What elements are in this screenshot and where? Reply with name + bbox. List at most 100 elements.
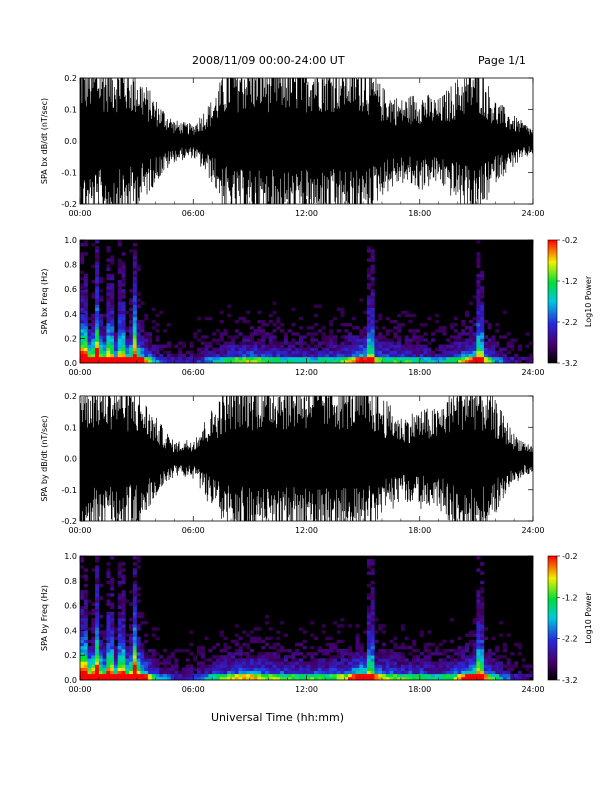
spectrogram-cell [264,359,270,364]
spectrogram-cell [136,655,141,659]
spectrogram-cell [140,347,145,352]
spectrogram-cell [276,344,281,348]
spectrogram-cell [223,661,228,665]
spectrogram-cell [400,310,405,315]
spectrogram-cell [397,335,402,339]
spectrogram-cell [83,283,88,287]
spectrogram-cell [227,313,232,318]
spectrogram-cell [257,329,262,333]
spectrogram-cell [98,289,103,293]
spectrogram-cell [80,347,85,352]
spectrogram-cell [155,347,160,352]
spectrogram-cell [280,356,285,361]
spectrogram-cell [106,658,111,662]
spectrogram-cell [121,295,126,299]
spectrogram-cell [329,673,334,678]
spectrogram-cell [476,642,481,647]
spectrogram-cell [83,298,88,302]
x-tick-label: 00:00 [68,368,91,377]
spectrogram-cell [363,661,368,665]
spectrogram-cell [234,335,239,339]
spectrogram-cell [136,556,141,560]
spectrogram-cell [132,359,137,364]
spectrogram-cell [125,353,130,358]
spectrogram-cell [506,667,511,671]
spectrogram-cell [332,341,337,345]
spectrogram-cell [178,356,183,361]
spectrogram-cell [181,356,187,361]
spectrogram-cell [136,332,141,336]
spectrogram-cell [397,356,402,361]
spectrogram-cell [208,359,213,364]
spectrogram-cell [434,667,439,671]
spectrogram-cell [129,350,134,355]
spectrogram-cell [370,599,375,603]
x-tick-label: 12:00 [295,685,318,694]
spectrogram-cell [336,329,341,333]
spectrogram-cell [280,323,285,327]
spectrogram-cell [227,673,232,678]
spectrogram-cell [366,593,371,597]
spectrogram-cell [476,276,481,281]
spectrogram-cell [348,649,353,653]
spectrogram-cell [495,670,500,675]
spectrogram-cell [510,676,515,681]
y-axis-title: SPA by dB/dt (nT/sec) [40,415,49,501]
spectrogram-cell [317,667,322,671]
spectrogram-cell [476,295,481,299]
spectrogram-cell [468,658,473,662]
spectrogram-cell [457,636,462,640]
spectrogram-cell [132,676,137,681]
spectrogram-cell [253,353,258,358]
spectrogram-cell [121,261,126,265]
page-indicator: Page 1/1 [478,54,526,67]
spectrogram-cell [366,347,371,352]
spectrogram-cell [132,593,137,597]
spectrogram-cell [374,353,379,358]
spectrogram-cell [83,319,88,324]
spectrogram-cell [170,655,175,659]
spectrogram-cell [415,341,421,345]
spectrogram-cell [197,359,202,364]
spectrogram-cell [155,356,160,361]
spectrogram-cell [480,664,485,668]
spectrogram-cell [106,630,111,634]
spectrogram-cell [261,347,266,352]
spectrogram-cell [234,319,239,324]
spectrogram-cell [234,356,239,361]
spectrogram-cell [310,676,315,681]
spectrogram-cell [453,356,458,361]
spectrogram-cell [91,326,96,330]
spectrogram-cell [106,627,111,631]
spectrogram-cell [283,664,288,668]
spectrogram-cell [110,636,115,640]
spectrogram-cell [412,673,417,678]
spectrogram-cell [317,350,322,355]
spectrogram-cell [283,649,288,653]
spectrogram-cell [117,664,122,668]
spectrogram-cell [125,667,130,671]
spectrogram-cell [110,356,115,361]
spectrogram-cell [366,249,371,253]
spectrogram-cell [80,556,85,560]
spectrogram-cell [427,630,432,634]
spectrogram-cell [249,335,254,339]
spectrogram-cell [317,304,322,308]
spectrogram-cell [129,649,134,653]
spectrogram-cell [412,359,417,364]
spectrogram-cell [397,658,402,662]
spectrogram-cell [495,350,500,355]
spectrogram-cell [95,344,100,348]
spectrogram-cell [465,633,470,637]
spectrogram-cell [102,630,107,634]
spectrogram-cell [393,335,398,339]
spectrogram-cell [461,344,466,348]
spectrogram-cell [147,664,153,668]
spectrogram-cell [242,344,247,348]
spectrogram-cell [125,329,130,333]
spectrogram-cell [117,630,122,634]
spectrogram-cell [110,642,115,647]
spectrogram-cell [91,264,96,268]
spectrogram-cell [144,673,149,678]
spectrogram-cell [480,304,485,308]
